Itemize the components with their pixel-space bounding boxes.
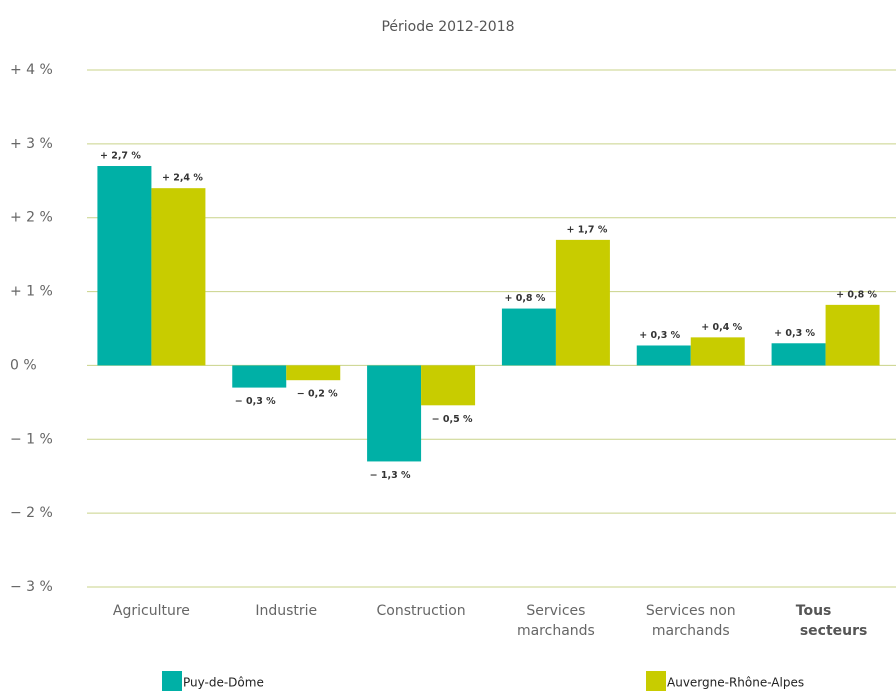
bar	[636, 345, 691, 366]
x-tick-label: Tous	[796, 603, 832, 619]
value-label: + 0,8 %	[836, 289, 877, 300]
x-tick-label: Construction	[377, 603, 466, 619]
value-label: + 0,4 %	[701, 322, 742, 333]
value-label: + 0,3 %	[639, 330, 680, 341]
legend-swatch	[646, 671, 666, 691]
value-label: − 1,3 %	[370, 470, 411, 481]
x-tick-label: Industrie	[255, 603, 317, 619]
y-tick-label: − 1 %	[10, 431, 53, 447]
bar	[555, 239, 610, 366]
value-label: + 2,7 %	[100, 151, 141, 162]
y-tick-label: + 3 %	[10, 136, 53, 152]
y-tick-label: + 4 %	[10, 62, 53, 78]
bar	[421, 365, 476, 406]
x-tick-label: Agriculture	[113, 603, 190, 619]
bar	[151, 188, 206, 366]
bar	[97, 166, 152, 366]
value-label: + 0,8 %	[504, 293, 545, 304]
value-label: + 0,3 %	[774, 328, 815, 339]
y-tick-label: − 2 %	[10, 505, 53, 521]
y-tick-label: − 3 %	[10, 579, 53, 595]
bar	[501, 308, 556, 366]
bar	[771, 343, 826, 366]
legend-swatch	[162, 671, 182, 691]
bar	[367, 365, 422, 462]
bar	[232, 365, 287, 388]
bar	[825, 304, 880, 366]
value-label: − 0,2 %	[297, 389, 338, 400]
legend-label: Auvergne-Rhône-Alpes	[667, 676, 804, 690]
y-tick-label: + 2 %	[10, 210, 53, 226]
legend-label: Puy-de-Dôme	[183, 676, 264, 690]
chart-title: Période 2012-2018	[381, 19, 514, 35]
y-tick-label: 0 %	[10, 357, 37, 373]
x-tick-label: Services non	[646, 603, 736, 619]
x-tick-label: Services	[526, 603, 585, 619]
bar	[690, 337, 745, 366]
value-label: − 0,5 %	[432, 414, 473, 425]
value-label: + 2,4 %	[162, 173, 203, 184]
value-label: − 0,3 %	[235, 396, 276, 407]
x-tick-label: secteurs	[800, 623, 868, 639]
bar	[286, 365, 341, 381]
y-tick-label: + 1 %	[10, 284, 53, 300]
x-tick-label: marchands	[517, 623, 595, 639]
x-tick-label: marchands	[652, 623, 730, 639]
value-label: + 1,7 %	[566, 224, 607, 235]
